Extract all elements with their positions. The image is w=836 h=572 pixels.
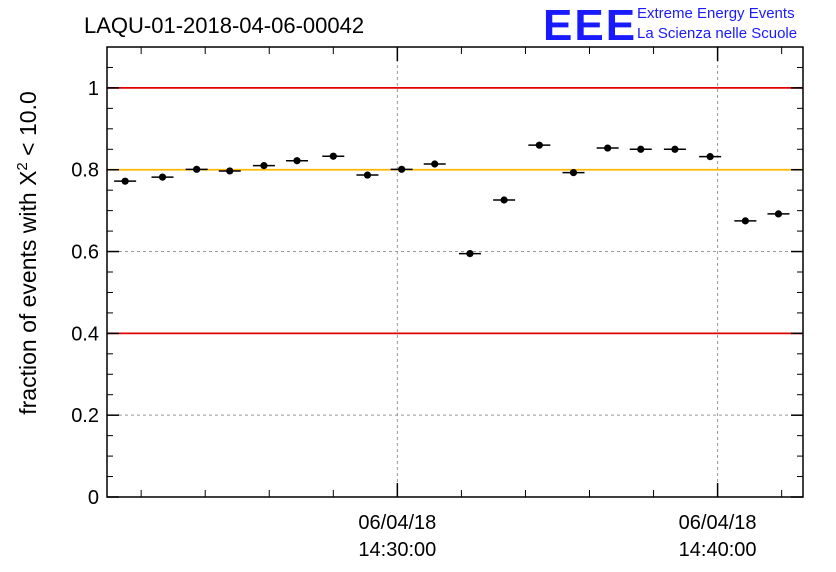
data-series — [114, 141, 790, 258]
y-axis-label: fraction of events with X2 < 10.0 — [14, 91, 41, 415]
reference-lines — [107, 87, 803, 335]
data-point — [535, 141, 543, 149]
data-point — [569, 168, 578, 177]
data-point — [604, 144, 612, 152]
data-point — [260, 162, 268, 170]
chart-title: LAQU-01-2018-04-06-00042 — [84, 13, 364, 38]
y-tick-label: 1 — [88, 78, 99, 100]
data-point — [329, 152, 337, 160]
data-point — [671, 145, 679, 153]
data-point — [637, 145, 645, 153]
y-axis-label-suffix: < 10.0 — [15, 91, 41, 162]
x-tick-date-label: 06/04/18 — [358, 512, 436, 534]
y-tick-label: 0.6 — [71, 242, 99, 264]
data-point — [741, 217, 749, 225]
brand-line-2: La Scienza nelle Scuole — [637, 25, 797, 42]
x-tick-date-label: 06/04/18 — [679, 512, 757, 534]
eee-logo-text: EEE — [543, 1, 637, 50]
data-point — [121, 177, 129, 185]
y-tick-label: 0 — [88, 487, 99, 509]
y-tick-label: 0.8 — [71, 160, 99, 182]
x-axis: 06/04/18 14:30:00 06/04/18 14:40:00 — [140, 47, 783, 561]
data-point — [706, 153, 714, 161]
data-point — [466, 249, 474, 258]
data-point — [431, 160, 439, 168]
brand-line-1: Extreme Energy Events — [637, 5, 795, 22]
x-tick-time-label: 14:40:00 — [679, 539, 757, 561]
data-point — [158, 173, 167, 181]
y-tick-label: 0.2 — [71, 405, 99, 427]
y-axis: 0 0.2 0.4 0.6 0.8 1 — [71, 66, 803, 509]
data-point — [293, 157, 301, 165]
eee-logo: EEE Extreme Energy Events La Scienza nel… — [543, 1, 797, 50]
data-point — [363, 171, 372, 179]
data-point — [193, 165, 201, 173]
y-tick-label: 0.4 — [71, 323, 99, 345]
data-point — [500, 196, 508, 204]
x-tick-time-label: 14:30:00 — [358, 539, 436, 561]
data-point — [226, 167, 234, 175]
data-point — [774, 210, 783, 218]
y-axis-label-prefix: fraction of events with X — [15, 171, 41, 415]
y-axis-label-superscript: 2 — [14, 162, 31, 170]
data-point — [398, 165, 406, 173]
